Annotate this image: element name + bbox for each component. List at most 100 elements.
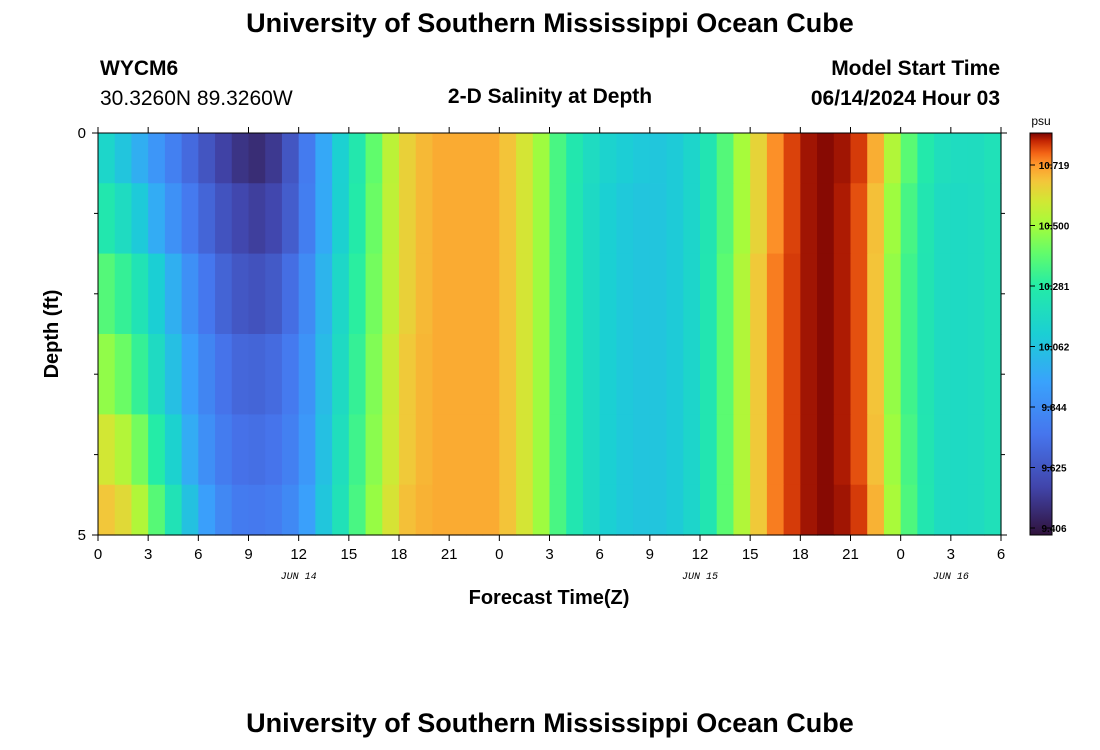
x-tick-label: 15	[742, 546, 759, 563]
heatmap-cell	[850, 414, 868, 486]
colorbar-gradient	[1029, 132, 1053, 536]
x-tick-label: 9	[244, 546, 252, 563]
heatmap-cell	[499, 133, 517, 184]
heatmap-cell	[616, 183, 634, 255]
heatmap-cell	[516, 484, 534, 536]
heatmap-cell	[248, 133, 266, 184]
x-tick-label: 6	[194, 546, 202, 563]
heatmap-cell	[181, 253, 199, 335]
heatmap-cell	[616, 484, 634, 536]
heatmap-cell	[800, 334, 818, 415]
heatmap-cell	[599, 414, 617, 486]
heatmap-cell	[148, 334, 166, 415]
heatmap-cell	[131, 334, 149, 415]
x-tick-label: 12	[290, 546, 307, 563]
heatmap-cell	[265, 133, 283, 184]
heatmap-cell	[482, 253, 500, 335]
heatmap-cell	[348, 253, 367, 335]
x-axis: 0 3 6 9 12 15 18 21 0 3 6 9 12 15 18 21 0 3 6 JUN 14 JUN 15 J…	[94, 127, 1005, 583]
heatmap-cell	[465, 484, 484, 536]
heatmap-cell	[432, 334, 450, 415]
heatmap-cell	[833, 133, 852, 184]
heatmap-cell	[315, 334, 333, 415]
heatmap-cell	[700, 414, 718, 486]
heatmap-cell	[950, 183, 969, 255]
heatmap-cell	[984, 484, 1002, 536]
heatmap-cell	[800, 484, 818, 536]
colorbar: psu 10.719 10.500 10.281 10.062 9.844 9.625 9.…	[1029, 114, 1070, 536]
heatmap-cell	[248, 253, 266, 335]
y-tick-label: 5	[78, 527, 86, 544]
heatmap-cell	[248, 414, 266, 486]
heatmap-cell	[281, 334, 300, 415]
heatmap-cell	[164, 253, 183, 335]
heatmap-cell	[198, 253, 216, 335]
colorbar-tick-label: 9.844	[1041, 403, 1066, 414]
heatmap-cell	[666, 183, 684, 255]
heatmap-cell	[649, 253, 668, 335]
heatmap-cell	[917, 183, 935, 255]
heatmap-cell	[399, 414, 417, 486]
heatmap-cell	[164, 414, 183, 486]
heatmap-cell	[549, 334, 567, 415]
heatmap-cell	[298, 484, 316, 536]
heatmap-cell	[616, 253, 634, 335]
heatmap-cell	[181, 334, 199, 415]
heatmap-cell	[800, 183, 818, 255]
heatmap-cell	[750, 484, 768, 536]
heatmap-cell	[348, 133, 367, 184]
heatmap-cell	[98, 484, 116, 536]
heatmap-cell	[382, 133, 400, 184]
colorbar-tick-label: 10.719	[1039, 161, 1070, 172]
heatmap-cell	[164, 334, 183, 415]
x-tick-label: 9	[646, 546, 654, 563]
heatmap-cell	[516, 414, 534, 486]
heatmap-cell	[883, 334, 902, 415]
heatmap-cell	[382, 414, 400, 486]
heatmap-cell	[867, 133, 885, 184]
heatmap-cell	[566, 484, 584, 536]
heatmap-cell	[532, 183, 551, 255]
heatmap-cell	[700, 484, 718, 536]
heatmap-cell	[733, 253, 751, 335]
heatmap-cell	[215, 253, 233, 335]
x-tick-label: 6	[595, 546, 603, 563]
heatmap-cell	[616, 133, 634, 184]
heatmap-cell	[315, 133, 333, 184]
heatmap-cell	[817, 133, 835, 184]
heatmap-cell	[783, 253, 801, 335]
heatmap-cell	[582, 183, 601, 255]
heatmap-cell	[148, 183, 166, 255]
heatmap-cell	[148, 414, 166, 486]
heatmap-cell	[281, 414, 300, 486]
heatmap-cell	[465, 133, 484, 184]
heatmap-cell	[616, 334, 634, 415]
heatmap-cell	[833, 253, 852, 335]
heatmap-cell	[198, 414, 216, 486]
x-axis-title: Forecast Time(Z)	[469, 587, 630, 609]
heatmap-cell	[582, 133, 601, 184]
heatmap-cell	[867, 253, 885, 335]
station-id: WYCM6	[100, 57, 179, 80]
heatmap-cell	[332, 334, 350, 415]
heatmap-cell	[298, 133, 316, 184]
heatmap-cell	[683, 334, 701, 415]
heatmap-cell	[365, 334, 383, 415]
heatmap-cell	[566, 334, 584, 415]
heatmap-cell	[131, 133, 149, 184]
heatmap-cell	[633, 414, 651, 486]
heatmap-cell	[499, 334, 517, 415]
heatmap-cell	[415, 484, 434, 536]
heatmap-cell	[599, 334, 617, 415]
heatmap-cell	[516, 253, 534, 335]
heatmap-cell	[449, 334, 467, 415]
heatmap-cell	[265, 334, 283, 415]
heatmap-cells	[98, 133, 1002, 536]
heatmap-cell	[482, 183, 500, 255]
heatmap-cell	[231, 414, 250, 486]
date-label: JUN 14	[281, 572, 317, 583]
heatmap-cell	[399, 183, 417, 255]
heatmap-cell	[783, 183, 801, 255]
heatmap-cell	[750, 133, 768, 184]
heatmap-cell	[365, 183, 383, 255]
